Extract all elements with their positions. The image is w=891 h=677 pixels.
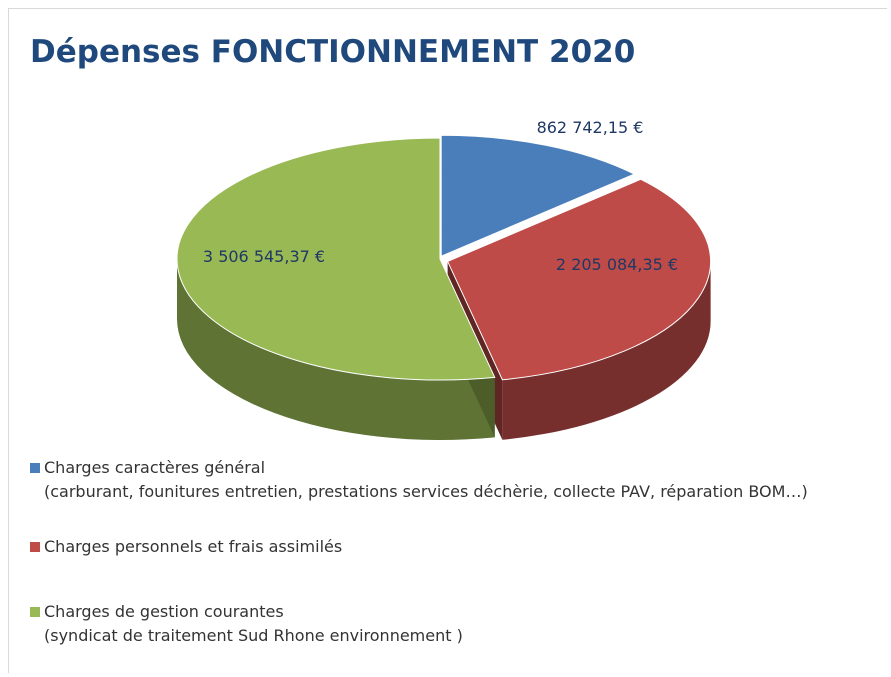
legend-item: Charges personnels et frais assimilés — [30, 535, 884, 559]
chart-frame — [8, 8, 887, 673]
slice-side — [502, 261, 711, 440]
legend-label: Charges de gestion courantes (syndicat d… — [44, 602, 463, 645]
chart-title: Dépenses FONCTIONNEMENT 2020 — [30, 34, 635, 70]
data-label: 3 506 545,37 € — [203, 247, 325, 266]
legend-label: Charges caractères général (carburant, f… — [44, 458, 808, 501]
legend-swatch — [30, 463, 40, 473]
slice — [446, 178, 712, 381]
data-label: 2 205 084,35 € — [556, 255, 678, 274]
legend-label: Charges personnels et frais assimilés — [44, 537, 343, 556]
data-label: 862 742,15 € — [537, 118, 644, 137]
legend-swatch — [30, 607, 40, 617]
slice-side — [177, 259, 495, 440]
legend-item: Charges de gestion courantes (syndicat d… — [30, 600, 884, 648]
legend-swatch — [30, 542, 40, 552]
slice — [176, 137, 496, 381]
slice — [440, 134, 636, 258]
legend-item: Charges caractères général (carburant, f… — [30, 456, 884, 504]
